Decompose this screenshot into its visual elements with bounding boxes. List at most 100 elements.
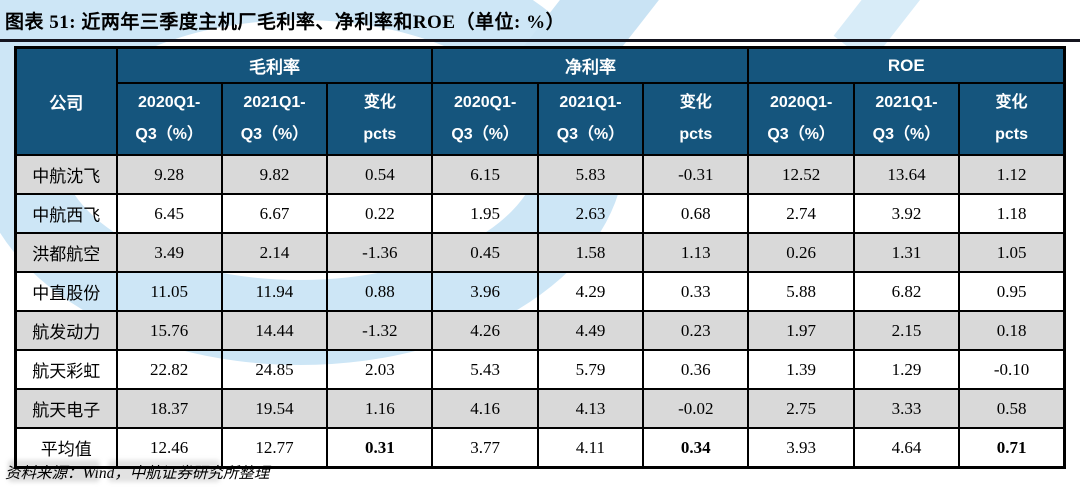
value-cell: 2.03 — [326, 349, 434, 390]
table-row: 中航西飞 6.45 6.67 0.22 1.95 2.63 0.68 2.74 … — [14, 193, 1066, 234]
value-cell: 5.79 — [536, 349, 645, 390]
value-cell: -0.31 — [642, 154, 750, 195]
value-cell: 0.31 — [326, 427, 434, 469]
figure-title: 图表 51: 近两年三季度主机厂毛利率、净利率和ROE（单位: %） — [5, 12, 566, 33]
company-cell: 航发动力 — [14, 310, 118, 351]
value-cell: 9.28 — [115, 154, 223, 195]
value-cell: 0.22 — [326, 193, 434, 234]
value-cell: 12.77 — [220, 427, 329, 469]
value-cell: 2.75 — [747, 388, 855, 429]
table-row: 航天电子 18.37 19.54 1.16 4.16 4.13 -0.02 2.… — [14, 388, 1066, 429]
value-cell: 12.52 — [747, 154, 855, 195]
subheader-line: Q3（%） — [767, 126, 835, 143]
value-cell: 15.76 — [115, 310, 223, 351]
value-cell: 0.88 — [326, 271, 434, 312]
value-cell: 18.37 — [115, 388, 223, 429]
table-row: 航天彩虹 22.82 24.85 2.03 5.43 5.79 0.36 1.3… — [14, 349, 1066, 390]
subheader-line: 2020Q1- — [138, 94, 201, 111]
company-cell: 航天电子 — [14, 388, 118, 429]
value-cell: 0.68 — [642, 193, 750, 234]
value-cell: 4.64 — [852, 427, 961, 469]
company-cell: 中直股份 — [14, 271, 118, 312]
group-header-row: 公司 毛利率 净利率 ROE — [14, 46, 1066, 156]
value-cell: 3.92 — [852, 193, 961, 234]
value-cell: 1.13 — [642, 232, 750, 273]
value-cell: 13.64 — [852, 154, 961, 195]
company-cell: 平均值 — [14, 427, 118, 469]
value-cell: 0.45 — [431, 232, 539, 273]
value-cell: 0.36 — [642, 349, 750, 390]
value-cell: -1.36 — [326, 232, 434, 273]
company-cell: 中航西飞 — [14, 193, 118, 234]
subheader-roe-2021: 2021Q1- Q3（%） — [852, 82, 961, 156]
subheader-gm-change: 变化 pcts — [326, 82, 434, 156]
value-cell: 24.85 — [220, 349, 329, 390]
value-cell: 3.33 — [852, 388, 961, 429]
subheader-gm-2020: 2020Q1- Q3（%） — [115, 82, 223, 156]
subheader-nm-2021: 2021Q1- Q3（%） — [536, 82, 645, 156]
value-cell: 3.96 — [431, 271, 539, 312]
source-note: 资料来源：Wind，中航证券研究所整理 — [5, 465, 270, 482]
company-column-header: 公司 — [14, 46, 118, 156]
value-cell: 0.95 — [958, 271, 1066, 312]
subheader-line: 2020Q1- — [454, 94, 517, 111]
value-cell: 1.29 — [852, 349, 961, 390]
value-cell: 1.39 — [747, 349, 855, 390]
subheader-line: Q3（%） — [556, 126, 625, 143]
table-row: 中直股份 11.05 11.94 0.88 3.96 4.29 0.33 5.8… — [14, 271, 1066, 312]
value-cell: 0.26 — [747, 232, 855, 273]
value-cell: 22.82 — [115, 349, 223, 390]
group-header-net-margin: 净利率 — [431, 46, 750, 84]
table-row-average: 平均值 12.46 12.77 0.31 3.77 4.11 0.34 3.93… — [14, 427, 1066, 469]
subheader-gm-2021: 2021Q1- Q3（%） — [220, 82, 329, 156]
value-cell: 3.93 — [747, 427, 855, 469]
value-cell: 4.16 — [431, 388, 539, 429]
value-cell: 11.05 — [115, 271, 223, 312]
value-cell: -0.02 — [642, 388, 750, 429]
subheader-nm-2020: 2020Q1- Q3（%） — [431, 82, 539, 156]
subheader-roe-change: 变化 pcts — [958, 82, 1066, 156]
value-cell: 4.13 — [536, 388, 645, 429]
value-cell: 2.74 — [747, 193, 855, 234]
group-header-roe: ROE — [747, 46, 1066, 84]
subheader-line: 变化 — [679, 94, 712, 111]
value-cell: 4.29 — [536, 271, 645, 312]
value-cell: 1.97 — [747, 310, 855, 351]
table-row: 航发动力 15.76 14.44 -1.32 4.26 4.49 0.23 1.… — [14, 310, 1066, 351]
value-cell: 1.16 — [326, 388, 434, 429]
value-cell: 1.12 — [958, 154, 1066, 195]
value-cell: 5.83 — [536, 154, 645, 195]
value-cell: -0.10 — [958, 349, 1066, 390]
value-cell: 2.63 — [536, 193, 645, 234]
subheader-line: pcts — [679, 126, 713, 143]
value-cell: 3.77 — [431, 427, 539, 469]
value-cell: 14.44 — [220, 310, 329, 351]
subheader-line: 2021Q1- — [559, 94, 622, 111]
value-cell: 0.54 — [326, 154, 434, 195]
value-cell: 1.05 — [958, 232, 1066, 273]
value-cell: 6.67 — [220, 193, 329, 234]
value-cell: -1.32 — [326, 310, 434, 351]
value-cell: 1.31 — [852, 232, 961, 273]
value-cell: 19.54 — [220, 388, 329, 429]
company-cell: 航天彩虹 — [14, 349, 118, 390]
subheader-line: 2021Q1- — [243, 94, 306, 111]
title-divider — [0, 39, 1080, 42]
subheader-line: pcts — [995, 126, 1029, 143]
value-cell: 1.58 — [536, 232, 645, 273]
value-cell: 12.46 — [115, 427, 223, 469]
subheader-line: pcts — [363, 126, 397, 143]
financial-table: 公司 毛利率 净利率 ROE 2020Q1- Q3（%） 2021Q1- Q3（%）… — [14, 46, 1066, 469]
value-cell: 4.11 — [536, 427, 645, 469]
value-cell: 3.49 — [115, 232, 223, 273]
subheader-line: Q3（%） — [872, 126, 941, 143]
value-cell: 11.94 — [220, 271, 329, 312]
subheader-line: Q3（%） — [240, 126, 309, 143]
company-cell: 洪都航空 — [14, 232, 118, 273]
subheader-nm-change: 变化 pcts — [642, 82, 750, 156]
value-cell: 0.34 — [642, 427, 750, 469]
value-cell: 0.58 — [958, 388, 1066, 429]
value-cell: 1.18 — [958, 193, 1066, 234]
value-cell: 9.82 — [220, 154, 329, 195]
